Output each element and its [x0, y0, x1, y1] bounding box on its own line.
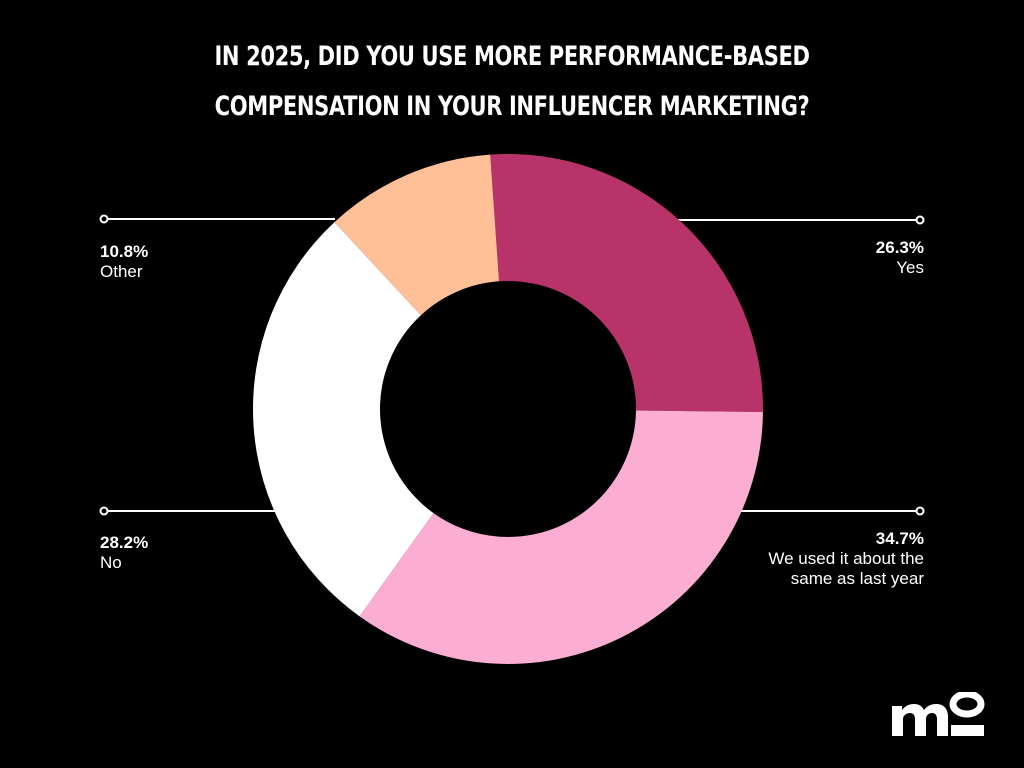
slice-yes [490, 154, 763, 413]
leader-same-dot [915, 506, 925, 516]
label-other-value: 10.8% [100, 242, 149, 261]
label-no-name: No [100, 553, 122, 572]
mo-logo-icon [892, 692, 985, 736]
label-no-value: 28.2% [100, 533, 149, 552]
leader-yes-dot [915, 215, 925, 225]
label-yes-value: 26.3% [875, 238, 924, 257]
chart-title: In 2025, did you use more performance-ba… [214, 41, 810, 122]
slice-same [359, 410, 763, 665]
slice-other [334, 154, 500, 316]
label-same: 34.7% We used it about the same as last … [754, 529, 924, 589]
leader-other-dot [99, 214, 109, 224]
label-yes: 26.3% Yes [876, 238, 924, 278]
label-no: 28.2% No [100, 533, 148, 573]
label-other: 10.8% Other [100, 242, 148, 282]
slice-no [252, 222, 434, 617]
label-yes-name: Yes [896, 258, 924, 277]
label-same-value: 34.7% [875, 529, 924, 548]
label-same-name: We used it about the same as last year [768, 549, 924, 588]
leader-no-dot [99, 506, 109, 516]
label-other-name: Other [100, 262, 143, 281]
